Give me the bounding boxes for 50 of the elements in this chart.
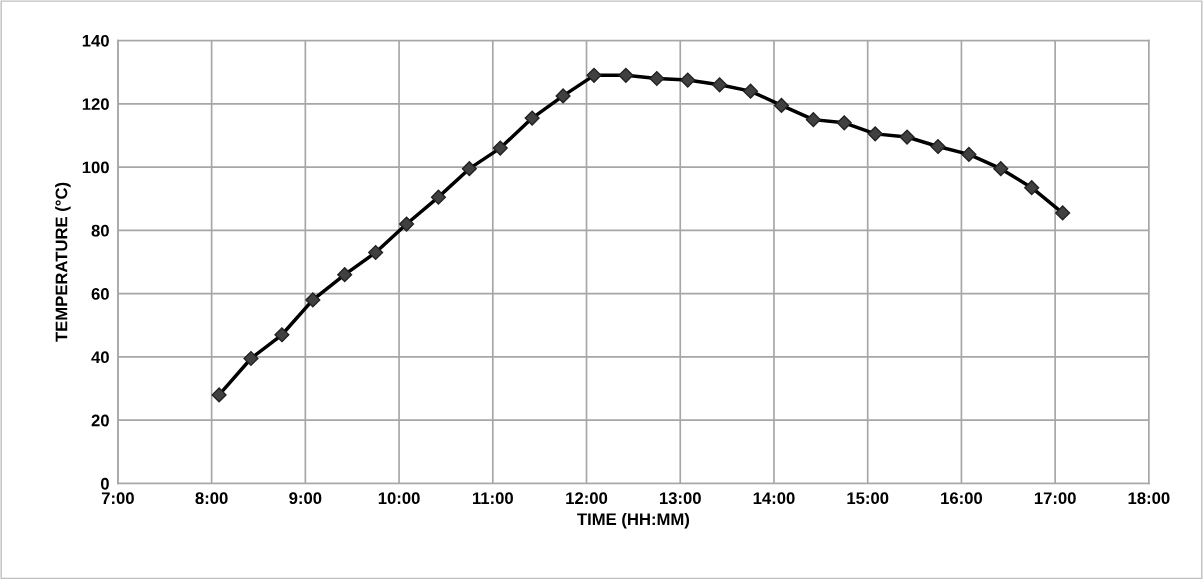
point <box>274 327 290 343</box>
y-tick-label: 0 <box>100 477 109 490</box>
point <box>1024 180 1040 196</box>
point <box>398 216 415 232</box>
x-tick-label: 12:00 <box>566 492 608 505</box>
point <box>930 138 946 155</box>
point <box>773 97 790 113</box>
point <box>680 72 696 88</box>
y-tick-label: 100 <box>82 161 109 174</box>
point <box>305 292 321 308</box>
point <box>993 161 1009 177</box>
point <box>430 189 447 205</box>
point <box>867 126 883 142</box>
point <box>1055 205 1071 221</box>
x-axis-title: TIME (HH:MM) <box>577 512 690 529</box>
point <box>461 161 477 177</box>
point <box>586 67 602 83</box>
point <box>712 77 728 93</box>
y-axis-title: TEMPERATURE (°C) <box>55 182 71 342</box>
x-tick-label: 14:00 <box>753 492 795 505</box>
x-tick-label: 18:00 <box>1128 492 1170 505</box>
x-tick-label: 10:00 <box>378 492 420 505</box>
point <box>961 146 977 162</box>
point <box>555 88 571 104</box>
point <box>492 140 508 156</box>
x-tick-label: 13:00 <box>659 492 701 505</box>
y-tick-label: 140 <box>82 34 109 47</box>
x-tick-label: 17:00 <box>1034 492 1076 505</box>
point <box>805 112 821 128</box>
point <box>899 129 915 145</box>
point <box>836 115 852 131</box>
y-tick-label: 60 <box>91 288 109 300</box>
point <box>243 350 259 367</box>
point <box>368 244 384 261</box>
x-tick-label: 8:00 <box>195 492 228 505</box>
x-tick-label: 9:00 <box>289 492 322 505</box>
point <box>337 267 353 283</box>
y-tick-label: 20 <box>91 414 109 427</box>
x-tick-label: 16:00 <box>941 492 983 505</box>
point <box>649 70 665 87</box>
y-tick-label: 120 <box>82 98 109 111</box>
x-tick-label: 7:00 <box>101 492 134 505</box>
point <box>524 110 540 126</box>
x-tick-label: 15:00 <box>847 492 889 505</box>
x-tick-label: 11:00 <box>472 492 513 505</box>
point <box>618 67 634 83</box>
point <box>742 83 759 99</box>
y-tick-label: 40 <box>91 351 109 364</box>
y-tick-label: 80 <box>91 224 109 237</box>
point <box>211 387 227 403</box>
